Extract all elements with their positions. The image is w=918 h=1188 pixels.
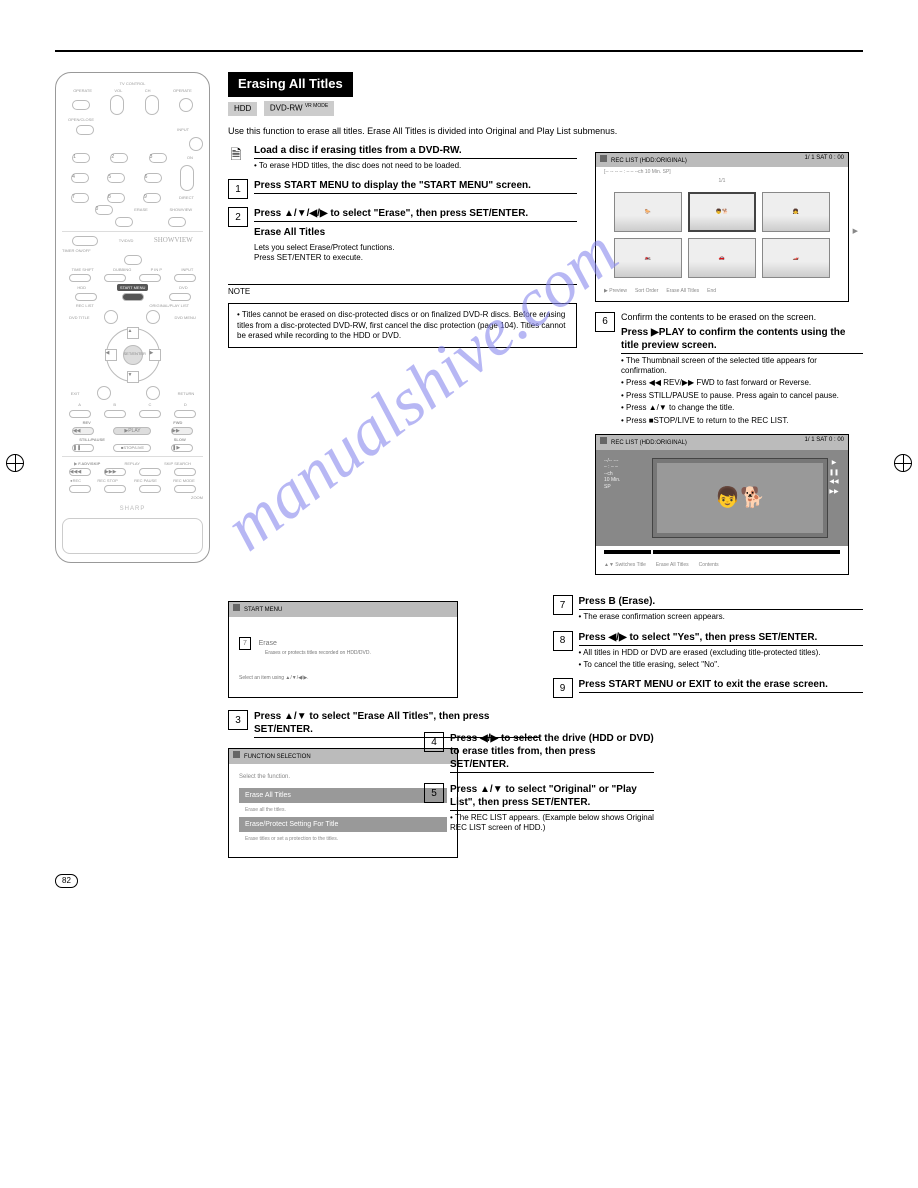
rec-list-thumbnail-screen: REC LIST (HDD:ORIGINAL)1/ 1 SAT 0 : 00 […	[595, 152, 849, 302]
note-label: NOTE	[228, 284, 577, 297]
rec-list-preview-screen: REC LIST (HDD:ORIGINAL)1/ 1 SAT 0 : 00 -…	[595, 434, 849, 575]
media-tags: HDD DVD-RW VR MODE	[228, 101, 863, 116]
step-1: 1 Press START MENU to display the "START…	[228, 179, 577, 199]
step-load-disc: 🗎 Load a disc if erasing titles from a D…	[228, 144, 577, 171]
step-8: 8 Press ◀/▶ to select "Yes", then press …	[553, 631, 864, 671]
section-title: Erasing All Titles	[228, 72, 353, 97]
page-number: 82	[55, 874, 78, 888]
step-2: 2 Press ▲/▼/◀/▶ to select "Erase", then …	[228, 207, 577, 264]
start-menu-screen: START MENU 7 Erase Erases or protects ti…	[228, 601, 458, 698]
note-box: • Titles cannot be erased on disc-protec…	[228, 303, 577, 348]
intro-text: Use this function to erase all titles. E…	[228, 126, 863, 138]
step-7: 7 Press B (Erase). • The erase confirmat…	[553, 595, 864, 622]
step-9: 9 Press START MENU or EXIT to exit the e…	[553, 678, 864, 698]
step-4: 4 Press ◀/▶ to select the drive (HDD or …	[424, 732, 654, 775]
remote-control-diagram: TV CONTROL OPERATEVOLCHOPERATE OPEN/CLOS…	[55, 72, 210, 563]
step-6: 6 Confirm the contents to be erased on t…	[595, 312, 863, 426]
step-5: 5 Press ▲/▼ to select "Original" or "Pla…	[424, 783, 654, 834]
top-rule	[55, 50, 863, 52]
